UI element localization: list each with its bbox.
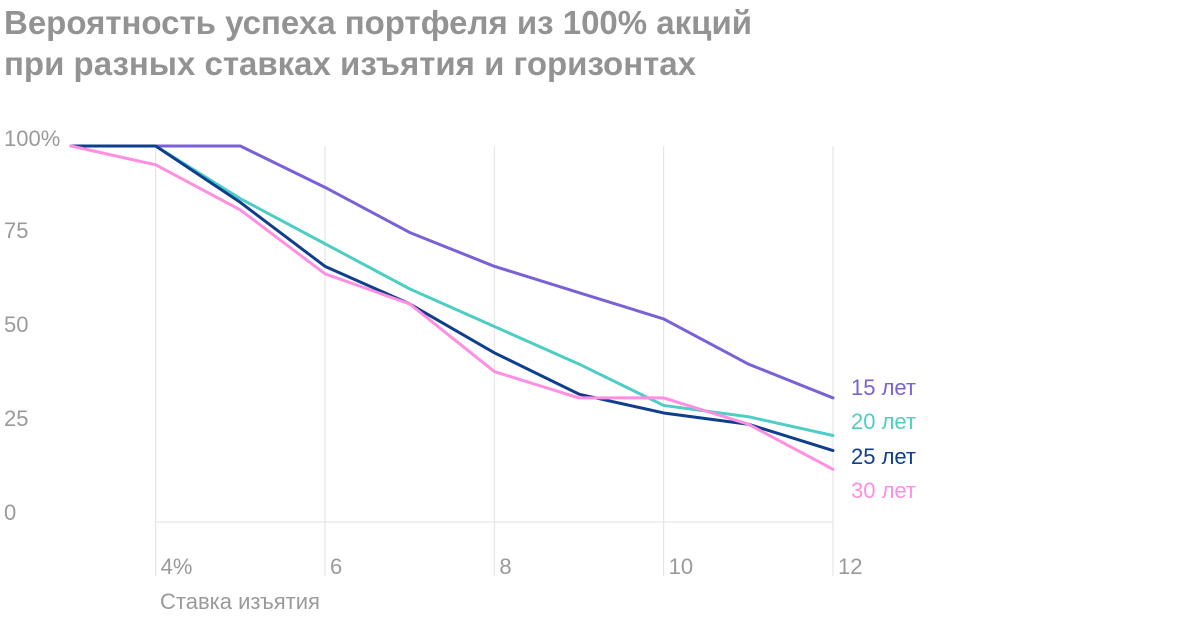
x-axis: 4% 6 8 10 12 (161, 554, 863, 579)
y-tick-label: 0 (4, 500, 16, 525)
chart-title-block: Вероятность успеха портфеля из 100% акци… (4, 2, 1154, 84)
x-tick-label: 10 (669, 554, 693, 579)
series-label: 25 лет (851, 444, 916, 469)
x-tick-label: 12 (838, 554, 862, 579)
y-tick-label: 100% (4, 126, 60, 151)
x-tick-label: 8 (499, 554, 511, 579)
series-line (69, 144, 835, 471)
series-label: 20 лет (851, 409, 916, 434)
y-tick-label: 75 (4, 218, 28, 243)
chart-title: Вероятность успеха портфеля из 100% акци… (4, 4, 753, 41)
series-line (69, 144, 835, 453)
grid (155, 146, 834, 576)
y-axis: 100% 75 50 25 0 (4, 126, 60, 525)
series-group (69, 144, 835, 471)
series-line (69, 144, 835, 400)
x-axis-label: Ставка изъятия (160, 589, 320, 614)
series-line (69, 144, 835, 438)
series-labels: 15 лет 20 лет 25 лет 30 лет (851, 375, 916, 503)
y-tick-label: 25 (4, 406, 28, 431)
x-tick-label: 4% (161, 554, 193, 579)
y-tick-label: 50 (4, 312, 28, 337)
series-label: 15 лет (851, 375, 916, 400)
chart-subtitle: при разных ставках изъятия и горизонтах (4, 45, 697, 82)
x-tick-label: 6 (330, 554, 342, 579)
series-label: 30 лет (851, 478, 916, 503)
